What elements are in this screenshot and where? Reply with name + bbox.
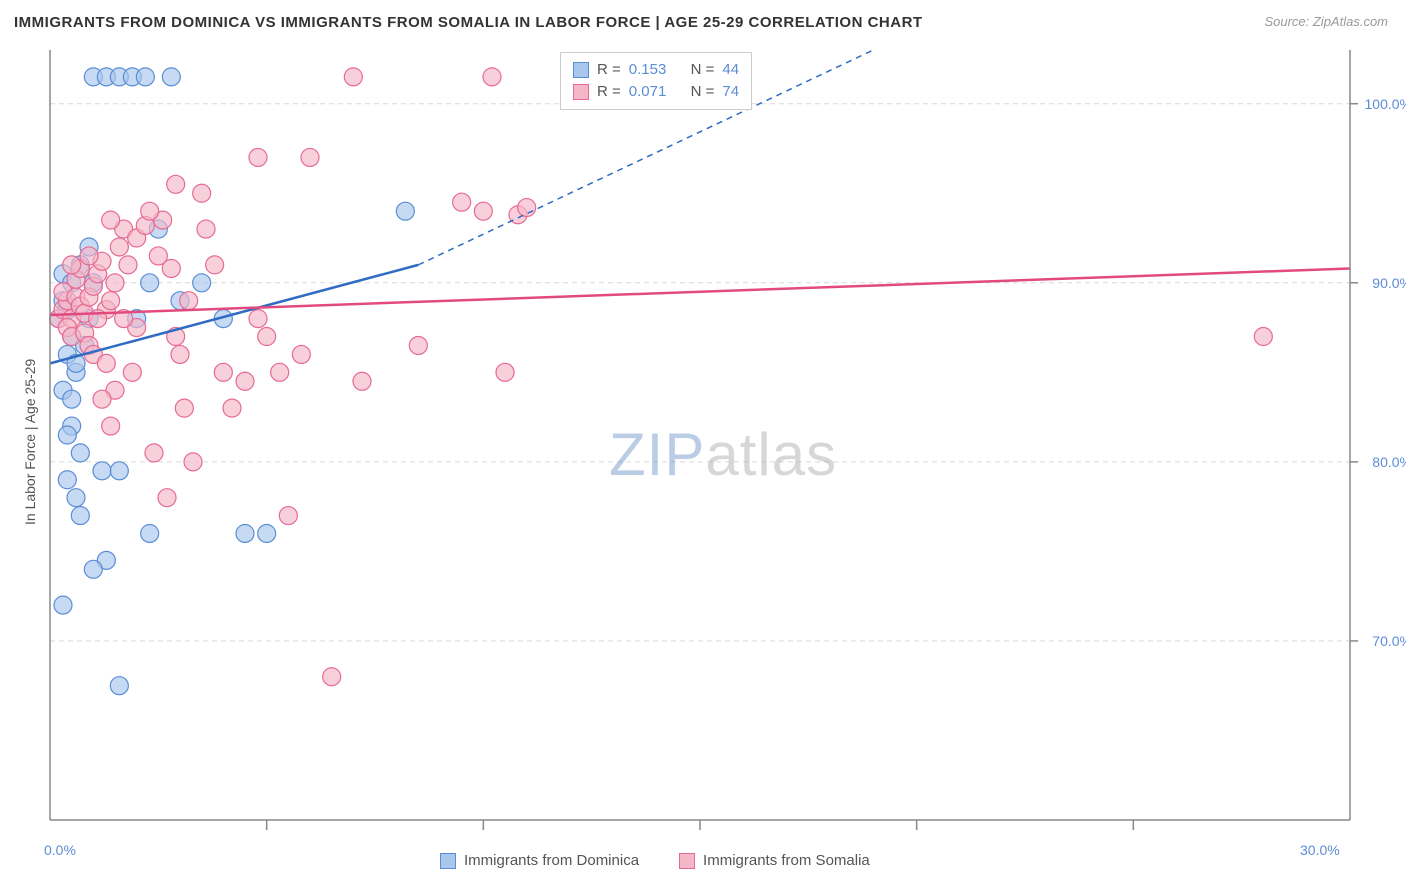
legend-label: Immigrants from Somalia — [703, 852, 870, 869]
corr-r-label: R = — [597, 81, 621, 103]
legend-swatch — [573, 62, 589, 78]
y-axis-label: In Labor Force | Age 25-29 — [22, 359, 38, 525]
x-tick-label: 0.0% — [44, 842, 76, 858]
legend-swatch — [573, 84, 589, 100]
y-tick-label: 70.0% — [1352, 633, 1406, 649]
legend-item: Immigrants from Somalia — [679, 852, 870, 869]
y-tick-label: 100.0% — [1352, 96, 1406, 112]
corr-row: R = 0.153 N = 44 — [573, 59, 739, 81]
corr-r-value: 0.153 — [629, 59, 667, 81]
corr-n-value: 74 — [722, 81, 739, 103]
corr-row: R = 0.071 N = 74 — [573, 81, 739, 103]
corr-r-value: 0.071 — [629, 81, 667, 103]
scatter-plot — [0, 0, 1406, 860]
corr-n-label: N = — [691, 59, 715, 81]
corr-n-value: 44 — [722, 59, 739, 81]
legend-swatch — [679, 853, 695, 869]
corr-r-label: R = — [597, 59, 621, 81]
chart-container: IMMIGRANTS FROM DOMINICA VS IMMIGRANTS F… — [0, 0, 1406, 892]
series-legend: Immigrants from Dominica Immigrants from … — [440, 852, 870, 869]
y-tick-label: 80.0% — [1352, 454, 1406, 470]
y-tick-label: 90.0% — [1352, 275, 1406, 291]
legend-label: Immigrants from Dominica — [464, 852, 639, 869]
corr-n-label: N = — [691, 81, 715, 103]
correlation-legend: R = 0.153 N = 44 R = 0.071 N = 74 — [560, 52, 752, 110]
legend-swatch — [440, 853, 456, 869]
legend-item: Immigrants from Dominica — [440, 852, 639, 869]
x-tick-label: 30.0% — [1300, 842, 1340, 858]
